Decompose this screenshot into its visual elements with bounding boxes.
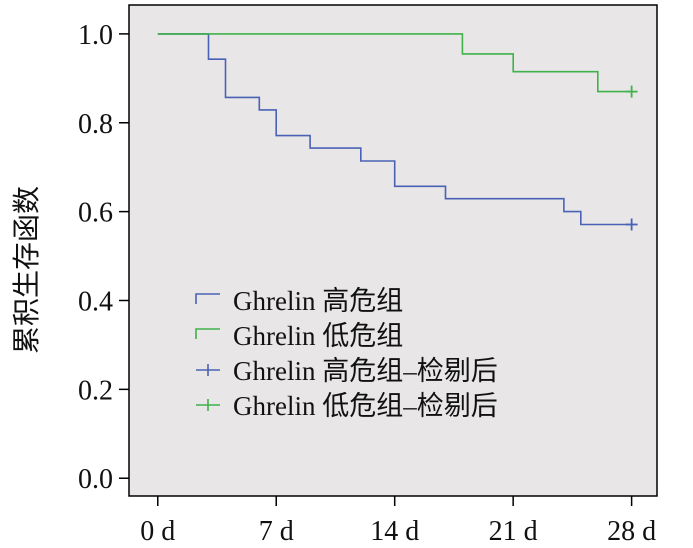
legend-plus-symbol [196,364,220,376]
series-layer [157,33,638,231]
legend-plus-symbol [196,399,220,411]
legend-label: Ghrelin 低危组–检剔后 [233,391,498,421]
legend-label: Ghrelin 高危组–检剔后 [233,356,498,386]
y-tick-label: 0.4 [78,286,113,317]
y-tick-label: 1.0 [78,20,113,51]
y-tick-label: 0.0 [78,464,113,495]
legend-step-symbol [195,293,220,304]
legend-label: Ghrelin 高危组 [233,286,403,316]
y-tick-label: 0.8 [78,109,113,140]
x-axis: 0 d 7 d 14 d 21 d 28 d [140,496,656,547]
legend-label: Ghrelin 低危组 [233,321,403,351]
censor-marker [625,85,638,98]
plot-area [128,4,658,497]
survival-curve-1 [157,33,632,93]
x-tick-label: 14 d [370,516,419,547]
legend: Ghrelin 高危组 Ghrelin 低危组 Ghrelin 高危组–检剔后 Ghr… [195,286,498,421]
x-tick-label: 28 d [607,516,656,547]
y-tick-label: 0.2 [78,375,113,406]
y-axis-label: 累积生存函数 [10,186,43,354]
legend-step-symbol [195,328,220,339]
censor-marker [625,218,638,231]
y-tick-label: 0.6 [78,198,113,229]
x-tick-label: 21 d [489,516,538,547]
y-axis: 0.0 0.2 0.4 0.6 0.8 1.0 [78,20,129,495]
x-tick-label: 0 d [140,516,175,547]
x-tick-label: 7 d [259,516,294,547]
survival-curve-0 [157,33,632,226]
